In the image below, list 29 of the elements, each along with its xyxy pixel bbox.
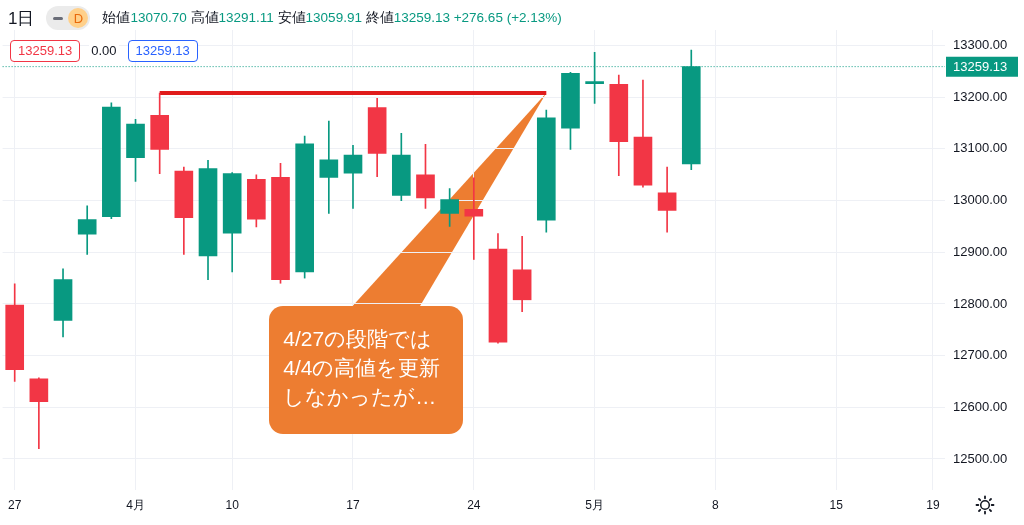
annotation: 13259.13 (127, 40, 198, 62)
candlestick (319, 120, 339, 214)
y-tick-label: 12900.00 (953, 243, 1008, 259)
x-tick-label: 24 (467, 497, 481, 512)
annotation: 0.00 (89, 41, 119, 61)
ref-line-label: 13259.13 (953, 59, 1008, 75)
y-tick-label: 12700.00 (953, 347, 1008, 363)
y-tick-label: 12800.00 (953, 295, 1008, 311)
annotation: 4/27の段階では4/4の高値を更新しなかったが… (283, 326, 442, 410)
y-tick-label: 12500.00 (953, 450, 1008, 466)
x-tick-label: 15 (829, 497, 844, 512)
candlestick (464, 177, 484, 260)
speech-bubble: 4/27の段階では4/4の高値を更新しなかったが… (269, 306, 464, 434)
x-tick-label: 8 (712, 497, 720, 512)
y-tick-label: 12600.00 (953, 398, 1008, 414)
annotation: 13259.13 (10, 40, 81, 62)
x-tick-label: 10 (225, 497, 240, 512)
x-tick-label: 19 (926, 497, 940, 512)
y-tick-label: 13000.00 (953, 192, 1008, 208)
x-tick-label: 4月 (126, 497, 145, 512)
y-tick-label: 13300.00 (953, 37, 1008, 53)
x-tick-label: 5月 (585, 497, 604, 512)
chart-title: 1日 (8, 7, 35, 30)
x-tick-label: 17 (346, 497, 360, 512)
y-tick-label: 13100.00 (953, 140, 1008, 156)
chart-subtitle: 始値13070.70 高値13291.11 安値13059.91 終値13259.13 +276.65 (+2.13%) (102, 10, 562, 25)
letter-badge: D (68, 8, 89, 28)
x-tick-label: 27 (8, 497, 22, 512)
y-tick-label: 13200.00 (953, 88, 1008, 104)
